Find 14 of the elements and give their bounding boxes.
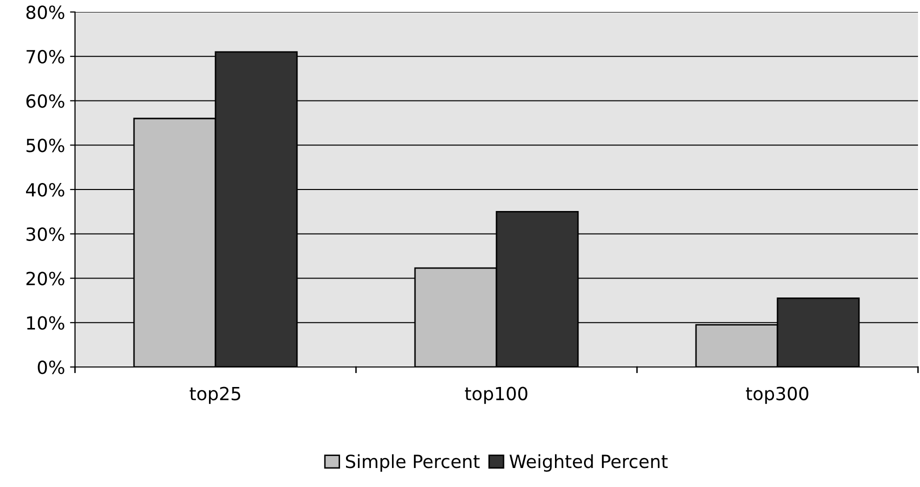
y-tick-label: 60% [26, 94, 64, 108]
x-tick-label: top100 [464, 386, 528, 404]
y-tick-label: 80% [26, 5, 64, 20]
x-tick-label: top25 [190, 386, 240, 404]
y-tick-label: 40% [26, 182, 64, 197]
y-tick-label: 70% [26, 50, 64, 64]
y-tick-label: 10% [27, 316, 64, 330]
y-tick-label: 0% [38, 360, 64, 374]
legend-label: Weighted Percent [510, 454, 668, 472]
y-tick-label: 50% [26, 138, 64, 152]
legend-label: Simple Percent [346, 454, 480, 472]
y-tick-label: 20% [26, 272, 64, 286]
x-tick-label: top300 [746, 386, 808, 404]
y-tick-label: 30% [26, 227, 64, 241]
